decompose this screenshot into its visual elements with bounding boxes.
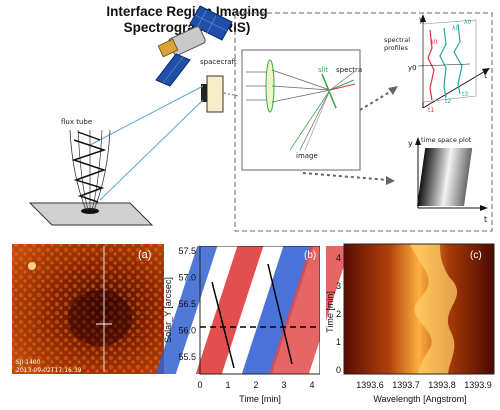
panel-c-ytick-0: 4 (336, 253, 341, 263)
panel-b-plot (155, 245, 351, 375)
panel-c-yticks: 4 3 2 1 0 (336, 253, 341, 375)
sp-t3: t3 (462, 91, 468, 98)
spectra-label: spectra (336, 66, 362, 74)
spectral-profiles-label: spectral profiles (384, 36, 410, 52)
panel-c-xticks: 1393.6 1393.7 1393.8 1393.9 (356, 380, 492, 390)
optics-box (241, 49, 361, 171)
panel-b-xtick-3: 3 (281, 380, 286, 390)
panel-b-ylabel: Solar_Y [arcsec] (163, 277, 173, 343)
sp-lambda0-2: λ0 (452, 25, 460, 32)
sp-lambda0-1: λ0 (430, 39, 438, 46)
observation-panels: (a) SJI 1400 2013-09-02T17:16:39 (b) 57.… (12, 238, 495, 404)
panel-a-image (12, 244, 164, 374)
dashed-arrow-lower (302, 172, 395, 185)
panel-c-ytick-4: 0 (336, 365, 341, 375)
panel-b-xtick-4: 4 (309, 380, 314, 390)
slit-label: slit (318, 66, 329, 74)
panel-c-xtick-1: 1393.7 (392, 380, 420, 390)
instrument-detail-box (234, 12, 493, 232)
panel-b-ytick-3: 56.0 (178, 326, 196, 336)
panel-b-xtick-2: 2 (253, 380, 258, 390)
instrument-aperture (201, 84, 207, 102)
panel-c-ytick-3: 1 (336, 337, 341, 347)
spacecraft-icon (155, 5, 233, 87)
instrument-box (206, 75, 224, 113)
panel-c-xlabel: Wavelength [Angstrom] (373, 394, 466, 404)
panel-a-caption-1: SJI 1400 (16, 359, 41, 366)
light-ray-lower (99, 99, 204, 201)
sp-axis-t: t (484, 71, 487, 80)
panel-c-xtick-3: 1393.9 (464, 380, 492, 390)
time-space-plot (415, 137, 488, 211)
optics-diagram (246, 59, 356, 151)
ts-axis-t: t (484, 215, 487, 224)
panel-b-xlabel: Time [min] (239, 394, 281, 404)
image-label: image (296, 152, 318, 160)
panel-b-xtick-1: 1 (225, 380, 230, 390)
light-ray-upper (89, 85, 204, 146)
panel-c-ytick-2: 2 (336, 309, 341, 319)
panel-b-ytick-2: 56.5 (178, 299, 196, 309)
iris-schematic: spacecraft slit spectra image (28, 5, 493, 232)
panel-c-label: (c) (470, 250, 482, 261)
spectral-profiles-plot (417, 14, 490, 109)
dashed-arrow-upper (359, 86, 398, 111)
panel-c-ylabel: Time [min] (325, 291, 335, 333)
flux-tube-label: flux tube (61, 118, 92, 126)
instrument-connector (223, 92, 239, 97)
spacecraft-label: spacecraft (200, 58, 237, 66)
panel-b-label: (b) (304, 250, 316, 261)
ts-axis-y: y (408, 139, 413, 148)
panel-b-ytick-1: 57.0 (178, 273, 196, 283)
panel-a-label: (a) (138, 249, 151, 261)
sp-y0: y0 (408, 64, 417, 72)
flux-tube-icon (28, 129, 154, 226)
panel-c-xtick-2: 1393.8 (428, 380, 456, 390)
panel-b-ytick-4: 55.5 (178, 352, 196, 362)
sp-lambda0-3: λ0 (464, 19, 472, 26)
sp-t2: t2 (445, 98, 451, 105)
title-line-1: Interface Region Imaging (106, 4, 268, 19)
panel-b-yticks: 57.5 57.0 56.5 56.0 55.5 (178, 246, 196, 362)
time-space-plot-label: time space plot (421, 136, 472, 144)
panel-b-xticks: 0 1 2 3 4 (197, 380, 314, 390)
panel-a-caption-2: 2013-09-02T17:16:39 (16, 367, 82, 374)
panel-c-plot (343, 243, 495, 375)
panel-c-ytick-1: 3 (336, 281, 341, 291)
panel-c-xtick-0: 1393.6 (356, 380, 384, 390)
panel-b-xtick-0: 0 (197, 380, 202, 390)
sp-axis-y: y (419, 15, 424, 24)
sp-t1: t1 (428, 107, 434, 114)
panel-b-ytick-0: 57.5 (178, 246, 196, 256)
